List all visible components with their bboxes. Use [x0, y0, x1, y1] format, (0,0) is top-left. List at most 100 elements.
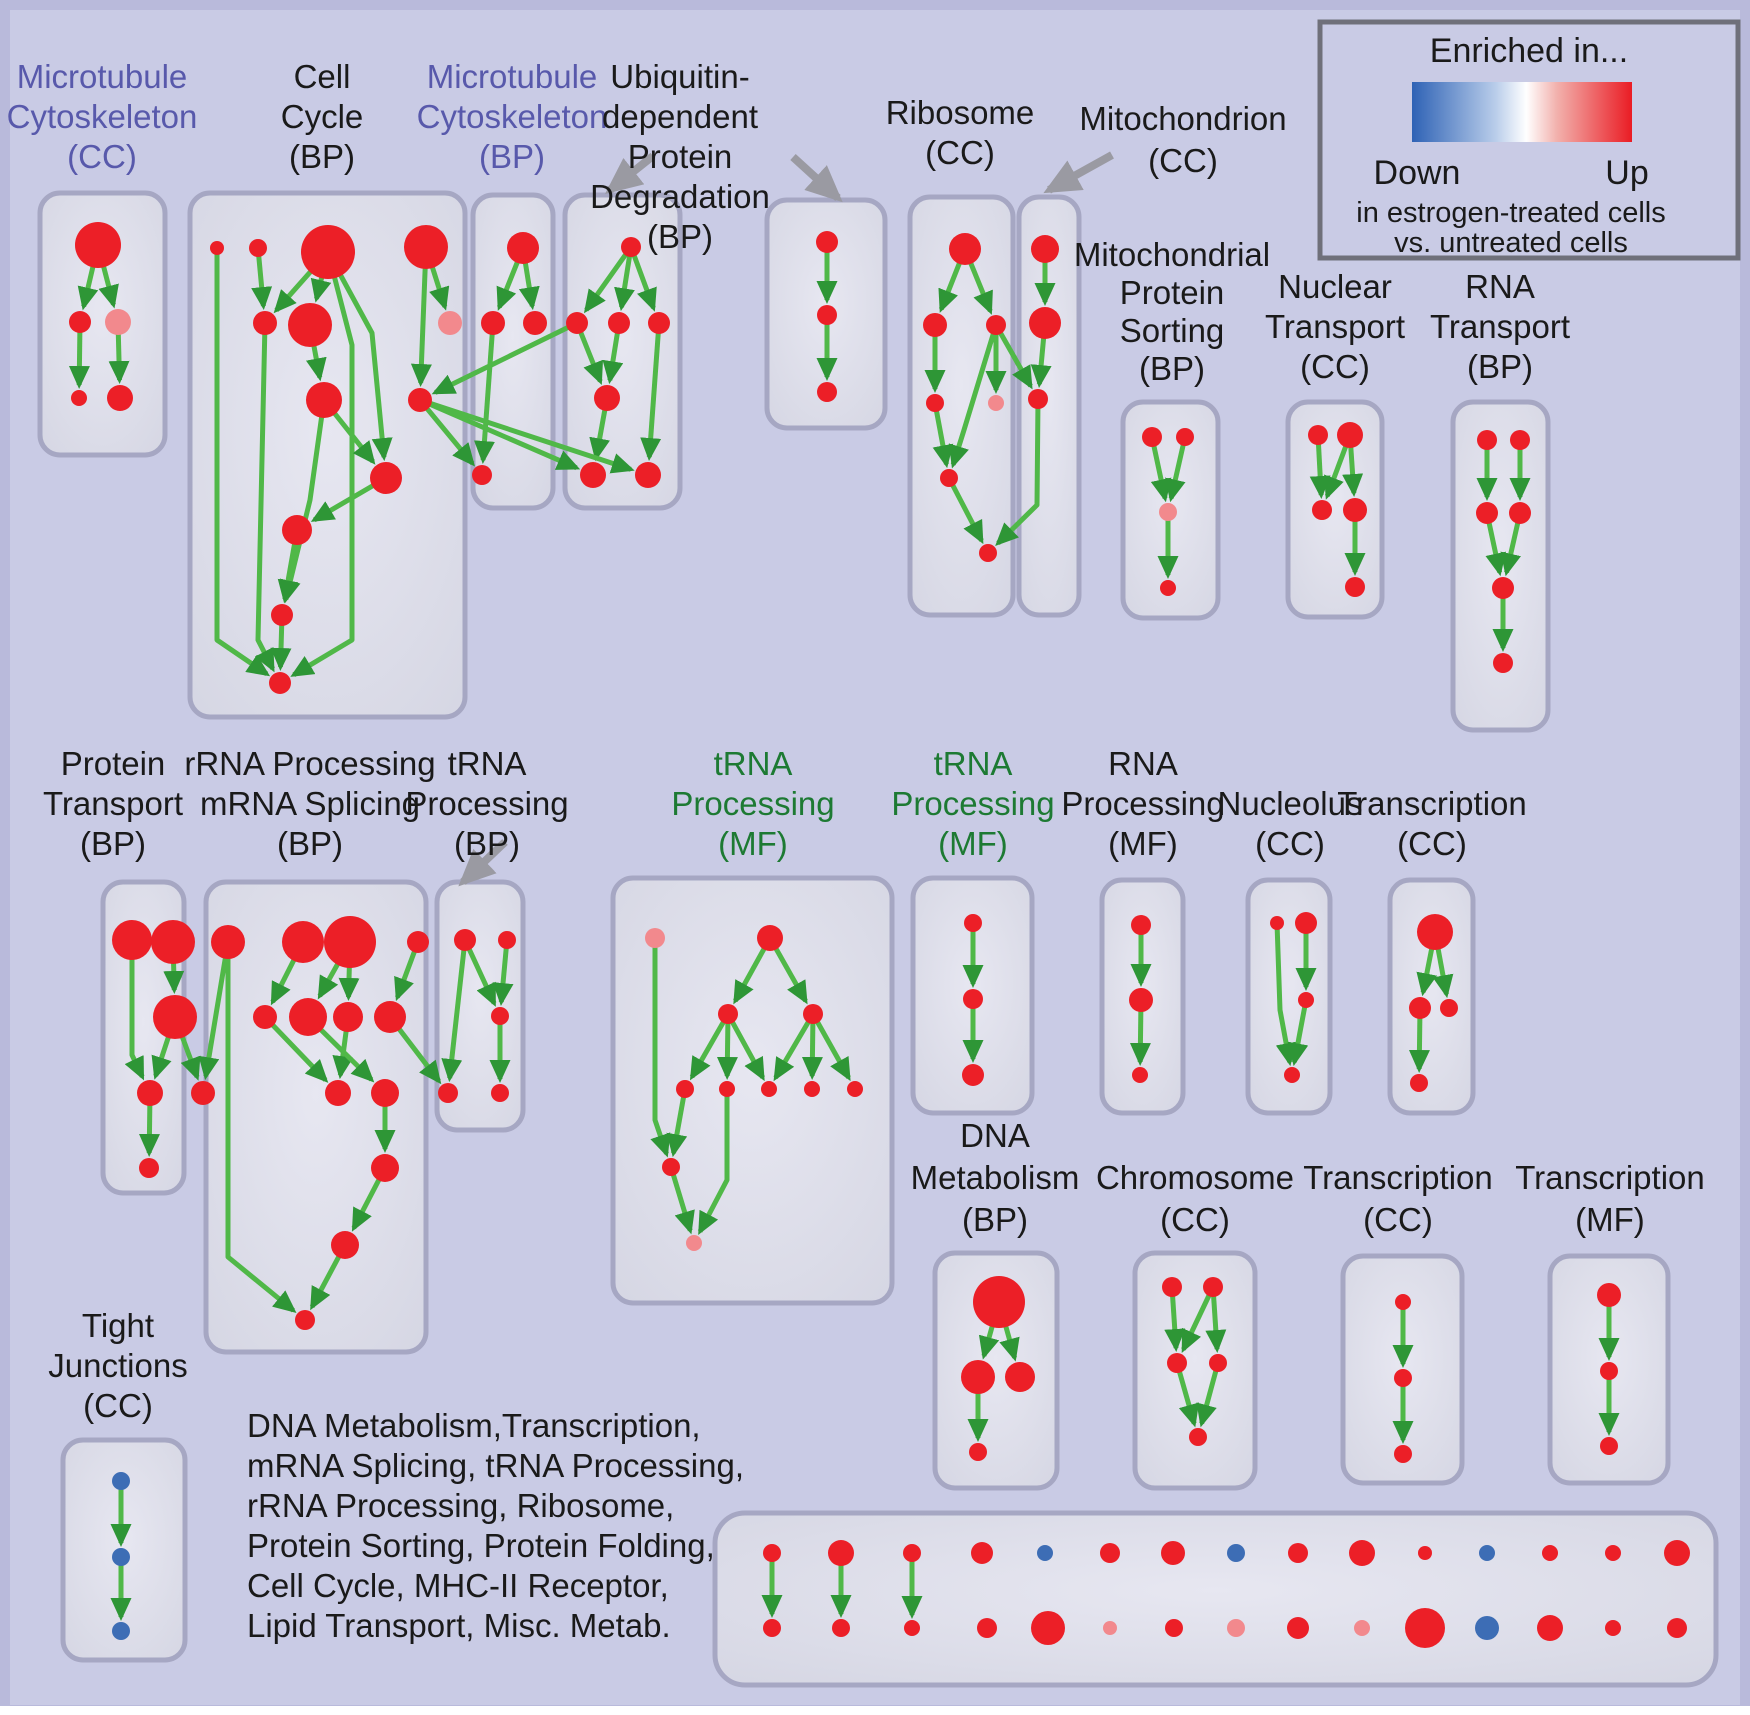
gene-set-node-red	[1176, 428, 1194, 446]
gene-set-node-blue	[112, 1472, 130, 1490]
gene-set-node-red	[271, 604, 293, 626]
gene-set-node-red	[621, 237, 641, 257]
cluster-label-trna-processing-mf-2: tRNA	[934, 745, 1013, 782]
legend-caption-line1: in estrogen-treated cells	[1356, 197, 1666, 229]
cluster-label-mitochondrion-cc: Mitochondrion	[1079, 100, 1286, 137]
cluster-label-rna-processing-mf: (MF)	[1108, 825, 1178, 862]
legend-up-label: Up	[1605, 154, 1648, 192]
edge-rrna-processing-mrna-splicing	[198, 941, 231, 1081]
gene-set-node-red	[491, 1007, 509, 1025]
gene-set-node-red	[566, 312, 588, 334]
gene-set-node-red	[407, 931, 429, 953]
cluster-label-microtubule-cytoskeleton-cc: (CC)	[67, 138, 137, 175]
gene-set-node-red	[1132, 1067, 1148, 1083]
gene-set-node-red	[191, 1081, 215, 1105]
edge-chromosome	[1205, 1286, 1227, 1354]
cluster-label-ribosome-cc: (CC)	[925, 134, 995, 171]
gene-set-node-red	[1161, 1541, 1185, 1565]
edge-rrna-processing-mrna-splicing	[263, 1015, 329, 1083]
gene-set-node-red	[1509, 502, 1531, 524]
gene-set-node-blue	[1479, 1545, 1495, 1561]
legend-gradient-bar	[1412, 82, 1632, 142]
edge-chromosome	[1181, 1285, 1216, 1354]
gene-set-node-red	[1167, 1353, 1187, 1373]
gene-set-node-red	[648, 312, 670, 334]
gene-set-node-red	[1295, 912, 1317, 934]
gene-set-node-red	[979, 544, 997, 562]
gene-set-node-red	[971, 1542, 993, 1564]
gene-set-node-red	[816, 231, 838, 253]
gene-set-node-blue	[112, 1622, 130, 1640]
cluster-label-microtubule-cytoskeleton-cc: Cytoskeleton	[7, 98, 198, 135]
cluster-label-rna-transport-bp: RNA	[1465, 268, 1535, 305]
gene-set-node-pink	[1354, 1620, 1370, 1636]
gene-set-node-red	[371, 1154, 399, 1182]
cluster-label-rna-transport-bp: (BP)	[1467, 348, 1533, 385]
edge-mt-bp	[473, 322, 496, 465]
gene-set-node-red	[963, 989, 983, 1009]
gene-set-node-red	[962, 1064, 984, 1086]
arrow-to-trna-bp-box	[458, 839, 508, 887]
edge-trna-processing-mf-1	[801, 1013, 823, 1080]
gene-set-node-red	[1287, 1617, 1309, 1639]
gene-set-node-red	[1600, 1362, 1618, 1380]
cross-edge	[993, 323, 1033, 390]
gene-set-node-red	[1129, 988, 1153, 1012]
cluster-label-rna-processing-mf: Processing	[1061, 785, 1224, 822]
edge-mito-protein-sorting	[1149, 436, 1172, 503]
gene-set-node-red	[1298, 992, 1314, 1008]
gene-set-node-red	[757, 925, 783, 951]
cluster-label-transcription-cc-low: Transcription	[1303, 1159, 1493, 1196]
cluster-label-cell-cycle-bp: (BP)	[289, 138, 355, 175]
gene-set-node-red	[1031, 1611, 1065, 1645]
gene-set-node-red	[374, 1001, 406, 1033]
cross-edge	[431, 320, 579, 395]
gene-set-node-red	[832, 1619, 850, 1637]
edge-ribosome	[948, 324, 999, 469]
gene-set-node-red	[763, 1544, 781, 1562]
gene-set-node-red	[253, 311, 277, 335]
cluster-label-rrna-mrna-bp: rRNA Processing	[184, 745, 435, 782]
cluster-label-trna-processing-mf-1: (MF)	[718, 825, 788, 862]
gene-set-node-red	[719, 1081, 735, 1097]
gene-set-node-red	[923, 313, 947, 337]
edge-trna-processing-bp	[492, 939, 514, 1007]
gene-set-node-red	[904, 1620, 920, 1636]
gene-set-node-pink	[1103, 1621, 1117, 1635]
gene-set-node-red	[1410, 1074, 1428, 1092]
gene-set-node-red	[1028, 389, 1048, 409]
cluster-label-dna-metabolism-bp: Metabolism	[911, 1159, 1080, 1196]
gene-set-node-red	[635, 462, 661, 488]
edge-trna-processing-mf-1	[725, 1012, 765, 1082]
gene-set-node-red	[75, 222, 121, 268]
gene-set-node-red	[112, 920, 152, 960]
gene-set-node-red	[71, 390, 87, 406]
gene-set-node-red	[817, 305, 837, 325]
gene-set-node-red	[1270, 916, 1284, 930]
cluster-box-nucleolus	[1245, 877, 1333, 1116]
gene-set-node-pink	[686, 1235, 702, 1251]
cluster-label-tight-junctions-cc: Junctions	[48, 1347, 187, 1384]
gene-set-node-red	[1405, 1608, 1445, 1648]
edge-chromosome	[1174, 1362, 1200, 1428]
gene-set-node-red	[1510, 430, 1530, 450]
cluster-label-rrna-mrna-bp: (BP)	[277, 825, 343, 862]
cross-edge	[419, 397, 635, 474]
gene-set-node-red	[210, 241, 224, 255]
cluster-box-chromosome	[1132, 1250, 1258, 1491]
cluster-label-ribosome-cc: Ribosome	[886, 94, 1035, 131]
gene-set-node-red	[481, 311, 505, 335]
legend-title: Enriched in...	[1430, 32, 1628, 70]
gene-set-node-red	[1284, 1067, 1300, 1083]
gene-set-node-red	[289, 998, 327, 1036]
edge-ubiquitin-degradation	[640, 322, 662, 462]
gene-set-node-red	[454, 929, 476, 951]
gene-set-node-red	[986, 315, 1006, 335]
gene-set-node-red	[153, 995, 197, 1039]
edge-cell-cycle	[410, 246, 432, 388]
gene-set-node-red	[151, 920, 195, 964]
edge-nucleolus	[1274, 922, 1297, 1067]
gene-set-node-red	[498, 931, 516, 949]
gene-set-node-red	[1493, 653, 1513, 673]
